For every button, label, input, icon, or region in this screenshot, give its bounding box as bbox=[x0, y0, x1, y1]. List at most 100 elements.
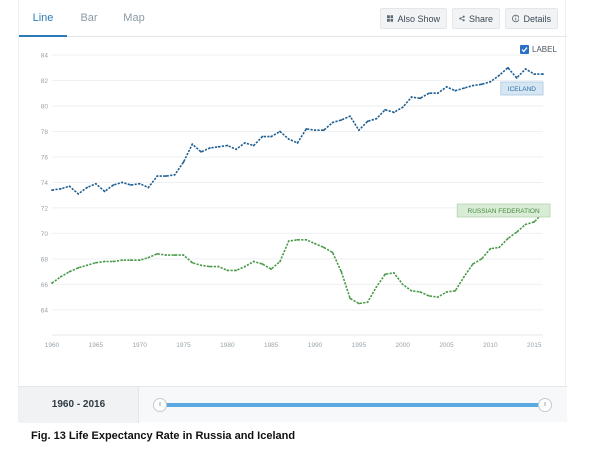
iceland-data-point bbox=[130, 184, 132, 186]
range-end-handle[interactable] bbox=[538, 398, 552, 412]
iceland-data-point bbox=[410, 96, 413, 98]
iceland-data-point bbox=[542, 73, 544, 76]
range-label: 1960 - 2016 bbox=[19, 387, 139, 423]
iceland-label-box: ICELAND bbox=[500, 81, 544, 96]
iceland-data-point bbox=[51, 189, 53, 191]
y-tick-label: 78 bbox=[41, 129, 49, 136]
iceland-data-point bbox=[173, 173, 176, 176]
iceland-data-point bbox=[235, 148, 238, 151]
range-slider-track[interactable] bbox=[159, 403, 545, 407]
russia-data-point bbox=[130, 259, 132, 262]
share-icon bbox=[459, 15, 465, 22]
iceland-data-point bbox=[252, 144, 255, 147]
russia-data-point bbox=[393, 272, 395, 274]
label-checkbox[interactable] bbox=[520, 45, 529, 54]
russia-data-point bbox=[498, 246, 501, 249]
x-tick-label: 2005 bbox=[439, 342, 454, 349]
iceland-data-point bbox=[287, 138, 290, 141]
iceland-data-point bbox=[112, 184, 115, 186]
iceland-data-point bbox=[68, 185, 71, 188]
y-tick-label: 76 bbox=[41, 154, 49, 161]
y-tick-label: 64 bbox=[41, 307, 49, 314]
russia-data-point bbox=[173, 254, 176, 256]
iceland-data-point bbox=[94, 182, 97, 185]
russia-data-point bbox=[68, 270, 71, 273]
russia-data-point bbox=[340, 270, 343, 273]
share-button[interactable]: Share bbox=[452, 8, 500, 29]
russia-data-point bbox=[314, 242, 316, 245]
iceland-data-point bbox=[261, 135, 264, 138]
russia-data-point bbox=[103, 260, 106, 263]
label-toggle[interactable]: LABEL bbox=[520, 45, 557, 54]
info-icon bbox=[512, 14, 520, 23]
iceland-data-point bbox=[77, 193, 80, 195]
iceland-data-point bbox=[314, 129, 316, 132]
grid-icon bbox=[387, 15, 394, 22]
iceland-data-point bbox=[121, 181, 124, 184]
iceland-data-point bbox=[165, 175, 167, 177]
russia-data-point bbox=[305, 238, 308, 241]
details-label: Details bbox=[523, 13, 551, 24]
russia-data-point bbox=[182, 254, 185, 256]
russia-data-point bbox=[138, 259, 141, 262]
russia-data-point bbox=[410, 289, 413, 292]
russia-data-point bbox=[515, 231, 518, 234]
iceland-label-box-text: ICELAND bbox=[508, 86, 536, 93]
y-tick-label: 70 bbox=[41, 231, 49, 238]
iceland-data-point bbox=[428, 92, 430, 95]
russia-data-point bbox=[59, 275, 62, 278]
russia-label-box-bg bbox=[456, 203, 551, 218]
iceland-data-point bbox=[524, 68, 527, 70]
x-tick-label: 1980 bbox=[220, 342, 235, 349]
x-tick-label: 1960 bbox=[45, 342, 60, 349]
iceland-data-point bbox=[147, 186, 150, 189]
russia-data-point bbox=[419, 291, 422, 293]
russia-data-point bbox=[349, 297, 352, 300]
x-tick-label: 1995 bbox=[352, 342, 367, 349]
checkmark-icon bbox=[521, 47, 528, 53]
also-show-button[interactable]: Also Show bbox=[380, 8, 447, 29]
x-tick-label: 1985 bbox=[264, 342, 279, 349]
iceland-data-point bbox=[419, 97, 422, 100]
russia-data-point bbox=[252, 260, 255, 263]
russia-data-point bbox=[480, 258, 483, 260]
details-button[interactable]: Details bbox=[505, 8, 558, 29]
x-tick-label: 1975 bbox=[176, 342, 191, 349]
label-toggle-text: LABEL bbox=[532, 45, 557, 54]
russia-data-point bbox=[366, 301, 369, 304]
iceland-data-point bbox=[200, 150, 202, 153]
range-start-handle[interactable] bbox=[153, 398, 167, 412]
russia-data-point bbox=[208, 265, 211, 268]
russia-data-point bbox=[77, 266, 80, 269]
tab-bar[interactable]: Bar bbox=[80, 12, 98, 24]
iceland-data-point bbox=[296, 142, 299, 144]
russia-data-point bbox=[428, 294, 430, 297]
russia-data-point bbox=[375, 286, 378, 288]
russia-data-point bbox=[86, 264, 88, 267]
iceland-series-line bbox=[51, 66, 543, 195]
russia-data-point bbox=[296, 238, 299, 241]
russia-data-point bbox=[200, 264, 202, 267]
x-tick-label: 2000 bbox=[395, 342, 410, 349]
iceland-data-point bbox=[533, 73, 536, 76]
tab-line[interactable]: Line bbox=[19, 0, 67, 37]
russia-data-point bbox=[463, 275, 465, 278]
iceland-data-point bbox=[393, 111, 395, 114]
russia-data-point bbox=[287, 240, 290, 242]
iceland-data-point bbox=[305, 128, 308, 130]
iceland-data-point bbox=[498, 74, 501, 77]
iceland-data-point bbox=[454, 89, 457, 92]
figure-caption: Fig. 13 Life Expectancy Rate in Russia a… bbox=[31, 430, 296, 442]
russia-data-point bbox=[357, 302, 360, 305]
tab-map[interactable]: Map bbox=[123, 12, 145, 24]
iceland-data-point bbox=[156, 175, 159, 177]
x-tick-label: 1965 bbox=[89, 342, 104, 349]
russia-data-point bbox=[243, 265, 246, 268]
iceland-data-point bbox=[86, 186, 88, 189]
russia-data-point bbox=[165, 254, 167, 256]
russia-data-point bbox=[261, 263, 264, 265]
y-tick-label: 72 bbox=[41, 205, 49, 212]
russia-label-box: RUSSIAN FEDERATION bbox=[456, 203, 551, 218]
russia-data-point bbox=[270, 268, 273, 271]
iceland-data-point bbox=[357, 129, 360, 132]
